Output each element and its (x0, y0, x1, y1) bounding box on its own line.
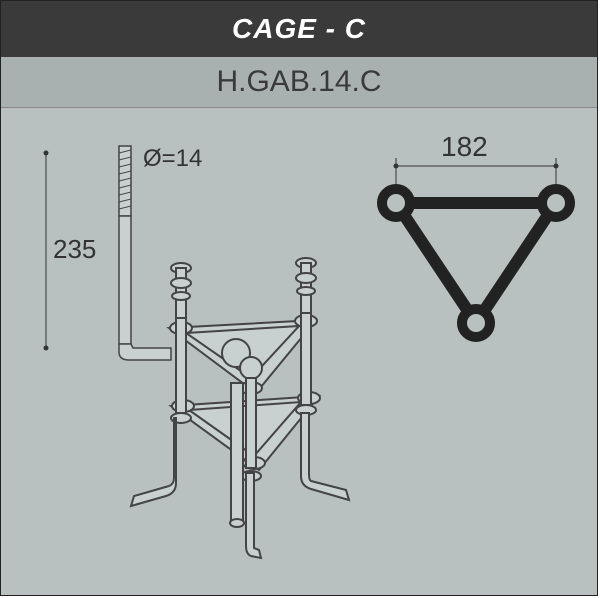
plan-view: 182 (382, 131, 570, 337)
diameter-label: Ø=14 (143, 145, 202, 172)
diagram-area: 235 (1, 108, 597, 588)
product-title: CAGE - C (232, 13, 366, 44)
title-bar: CAGE - C (1, 1, 597, 57)
width-value: 182 (441, 131, 488, 162)
technical-drawing: 235 (1, 108, 599, 588)
isometric-assembly (131, 258, 349, 558)
l-bolt (119, 146, 171, 360)
height-dimension: 235 (44, 151, 97, 351)
height-value: 235 (53, 234, 96, 264)
subtitle-bar: H.GAB.14.C (1, 57, 597, 108)
product-code: H.GAB.14.C (216, 65, 381, 98)
spec-card: CAGE - C H.GAB.14.C 235 (0, 0, 598, 596)
